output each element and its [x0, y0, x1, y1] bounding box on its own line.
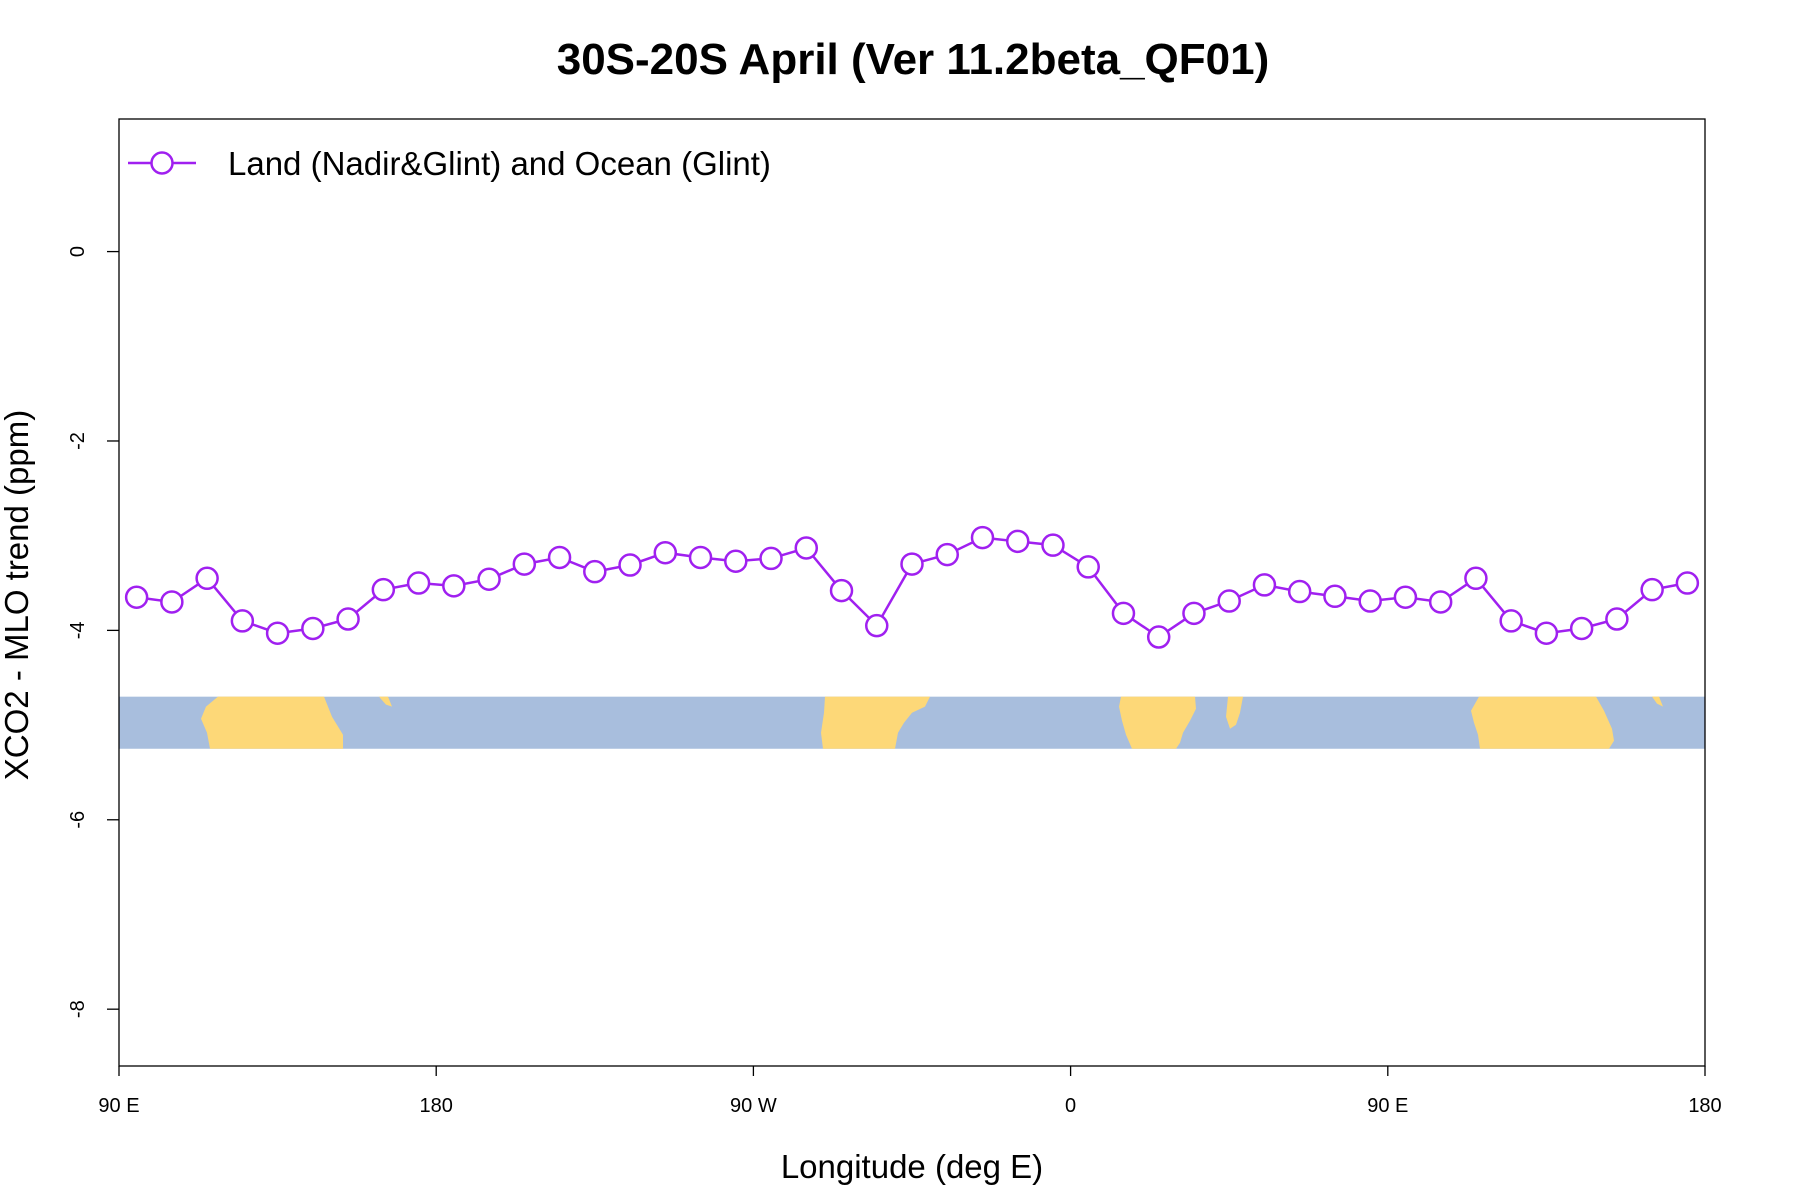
- data-point: [195, 566, 219, 591]
- data-point: [1005, 529, 1030, 554]
- data-point: [1111, 601, 1136, 626]
- data-point: [1464, 566, 1488, 591]
- x-tick-label: 90 E: [98, 1095, 139, 1117]
- data-point: [1428, 590, 1453, 614]
- chart-title: 30S-20S April (Ver 11.2beta_QF01): [557, 35, 1270, 84]
- legend: Land (Nadir&Glint) and Ocean (Glint): [128, 145, 771, 182]
- data-point: [829, 578, 854, 603]
- data-point: [794, 536, 819, 560]
- data-point: [477, 567, 501, 591]
- y-tick-label: -4: [67, 621, 89, 639]
- y-tick-label: -2: [67, 432, 89, 450]
- data-point: [1675, 571, 1700, 595]
- land-ocean-band: [119, 696, 1705, 749]
- data-point: [583, 559, 607, 584]
- data-point: [547, 545, 572, 570]
- plot-frame: [118, 118, 1706, 1067]
- series-layer: [124, 525, 1700, 649]
- data-point: [442, 574, 466, 598]
- x-tick-label: 180: [1688, 1095, 1721, 1117]
- data-point: [1499, 609, 1523, 633]
- land-shape: [201, 696, 343, 749]
- data-point: [1358, 589, 1382, 613]
- x-tick-label: 0: [1065, 1095, 1076, 1117]
- legend-label: Land (Nadir&Glint) and Ocean (Glint): [228, 145, 771, 182]
- data-point: [1182, 601, 1206, 626]
- data-point: [1041, 533, 1065, 557]
- land-shape: [1471, 696, 1614, 749]
- data-point: [724, 549, 748, 573]
- x-axis-label: Longitude (deg E): [781, 1148, 1043, 1185]
- data-point: [1640, 577, 1664, 602]
- data-point: [1393, 585, 1418, 609]
- data-point: [512, 552, 537, 576]
- data-point: [371, 577, 396, 602]
- data-point: [1534, 621, 1559, 645]
- data-point: [301, 616, 325, 641]
- data-point: [1605, 607, 1629, 631]
- data-point: [759, 546, 783, 571]
- data-point: [1287, 579, 1312, 604]
- legend-marker: [150, 151, 174, 175]
- data-point: [1569, 616, 1594, 641]
- data-point: [1252, 573, 1277, 597]
- y-tick-label: -8: [67, 1000, 89, 1018]
- y-tick-label: 0: [67, 246, 89, 257]
- land-shape: [1119, 696, 1196, 749]
- data-point: [1217, 589, 1241, 613]
- x-tick-label: 90 W: [730, 1095, 777, 1117]
- land-shape: [1652, 696, 1663, 707]
- data-point: [1146, 625, 1171, 649]
- land-shape: [821, 696, 930, 749]
- data-point: [900, 552, 924, 576]
- data-point: [1323, 584, 1347, 609]
- axis-ticks: 90 E 180 90 W 0 90 E 180 0 -2 -4 -6 -8: [67, 246, 1722, 1117]
- data-point: [688, 545, 713, 570]
- data-point: [160, 590, 184, 614]
- data-point: [1076, 555, 1100, 579]
- data-point: [230, 609, 255, 633]
- data-point: [124, 585, 149, 609]
- data-point: [336, 607, 360, 631]
- data-point: [865, 613, 889, 638]
- land-shape: [1226, 696, 1243, 729]
- data-point: [935, 542, 959, 567]
- data-point: [970, 525, 995, 550]
- y-axis-label: XCO2 - MLO trend (ppm): [0, 410, 35, 780]
- data-point: [653, 540, 678, 565]
- x-tick-label: 90 E: [1367, 1095, 1408, 1117]
- land-shape: [379, 696, 392, 707]
- y-tick-label: -6: [67, 811, 89, 829]
- data-point: [618, 553, 642, 577]
- data-point: [406, 571, 431, 595]
- x-tick-label: 180: [420, 1095, 453, 1117]
- data-point: [265, 621, 290, 645]
